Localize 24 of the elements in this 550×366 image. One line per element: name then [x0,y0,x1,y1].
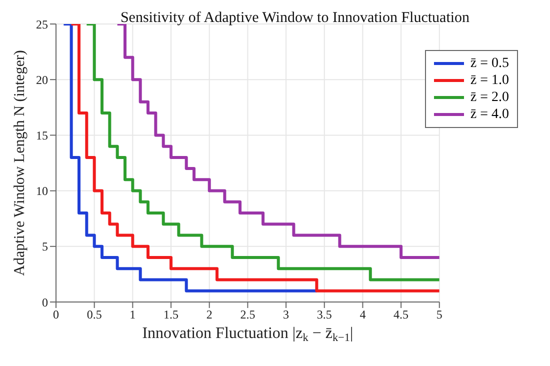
y-axis-title: Adaptive Window Length N (integer) [12,50,28,276]
chart-title: Sensitivity of Adaptive Window to Innovation Fluctuation [120,10,470,26]
y-tick-label: 25 [36,17,48,32]
x-tick-label: 4 [360,308,366,322]
y-tick-label: 20 [36,72,48,87]
x-axis-title: Innovation Fluctuation |z$_{k}$ − z̄$_{k−1}$| [142,325,354,344]
x-tick-label: 0 [53,308,59,322]
x-tick-label: 2 [206,308,212,322]
x-tick-label: 0.5 [86,308,102,322]
y-tick-label: 5 [42,240,48,254]
legend-label: z̄ = 1.0 [470,72,509,89]
x-tick-label: 5 [436,308,442,322]
x-tick-label: 3 [283,308,290,322]
x-tick-label: 2.5 [240,308,256,322]
y-tick-label: 10 [36,184,48,198]
legend-label: z̄ = 4.0 [470,106,509,123]
y-tick-label: 0 [42,295,48,310]
legend-label: z̄ = 2.0 [470,89,509,106]
y-tick-label: 15 [36,128,48,142]
x-tick-label: 1 [130,308,136,322]
x-tick-label: 4.5 [394,308,409,322]
x-tick-label: 3.5 [316,308,332,322]
x-tick-label: 1.5 [164,308,179,322]
legend-label: z̄ = 0.5 [470,55,509,72]
